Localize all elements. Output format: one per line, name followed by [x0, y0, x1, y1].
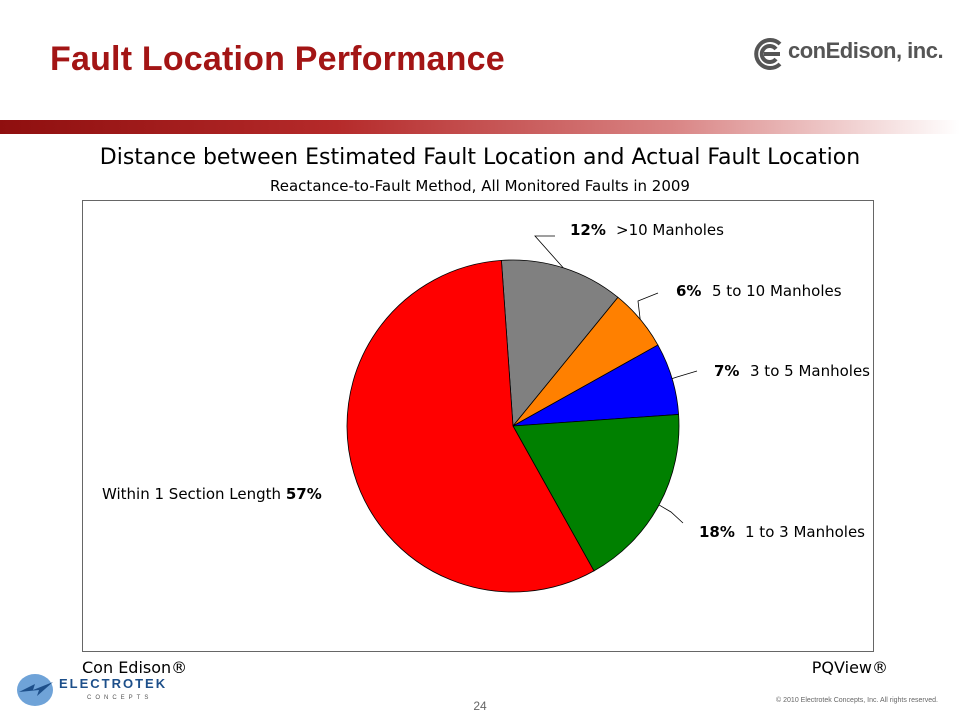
electrotek-logo: ELECTROTEK CONCEPTS [15, 670, 165, 710]
data-label-3-to-5-manholes: 3 to 5 Manholes [750, 362, 870, 380]
slide-title: Fault Location Performance [50, 40, 505, 78]
electrotek-logo-word: ELECTROTEK [59, 676, 168, 691]
chart-subtitle: Reactance-to-Fault Method, All Monitored… [270, 177, 690, 195]
leader-line-5-to-10-manholes [637, 292, 659, 320]
data-percent-3-to-5-manholes: 7% [714, 362, 739, 380]
footer-right: PQView® [811, 658, 888, 677]
footer-left: Con Edison® [82, 658, 188, 677]
leader-line-3-to-5-manholes [671, 370, 698, 379]
conedison-logo-text: conEdison, inc. [788, 38, 944, 63]
conedison-logo: conEdison, inc. [750, 34, 945, 74]
header-band [0, 120, 960, 134]
leader-line-10-manholes [534, 235, 564, 269]
data-percent-1-to-3-manholes: 18% [699, 523, 735, 541]
data-percent-5-to-10-manholes: 6% [676, 282, 701, 300]
data-label-10-manholes: >10 Manholes [616, 221, 724, 239]
pie-chart: 12% >10 Manholes 6% 5 to 10 Manholes 7% 3 to … [102, 221, 870, 593]
pie-slice-within-1-section-length [346, 259, 595, 593]
leader-line-1-to-3-manholes [658, 504, 684, 524]
chart-plot-area: 12% >10 Manholes 6% 5 to 10 Manholes 7% 3 to … [82, 200, 874, 652]
copyright-notice: © 2010 Electrotek Concepts, Inc. All rig… [776, 697, 938, 704]
data-label-1-to-3-manholes: 1 to 3 Manholes [745, 523, 865, 541]
electrotek-logo-sub: CONCEPTS [87, 695, 153, 701]
conedison-logo-icon [754, 38, 782, 70]
data-label-5-to-10-manholes: 5 to 10 Manholes [712, 282, 842, 300]
data-label-within-1-section-length: Within 1 Section Length 57% [102, 485, 322, 503]
chart-title: Distance between Estimated Fault Locatio… [99, 145, 861, 170]
electrotek-globe-icon [17, 674, 53, 706]
data-percent-10-manholes: 12% [570, 221, 606, 239]
page-number: 24 [473, 699, 487, 713]
